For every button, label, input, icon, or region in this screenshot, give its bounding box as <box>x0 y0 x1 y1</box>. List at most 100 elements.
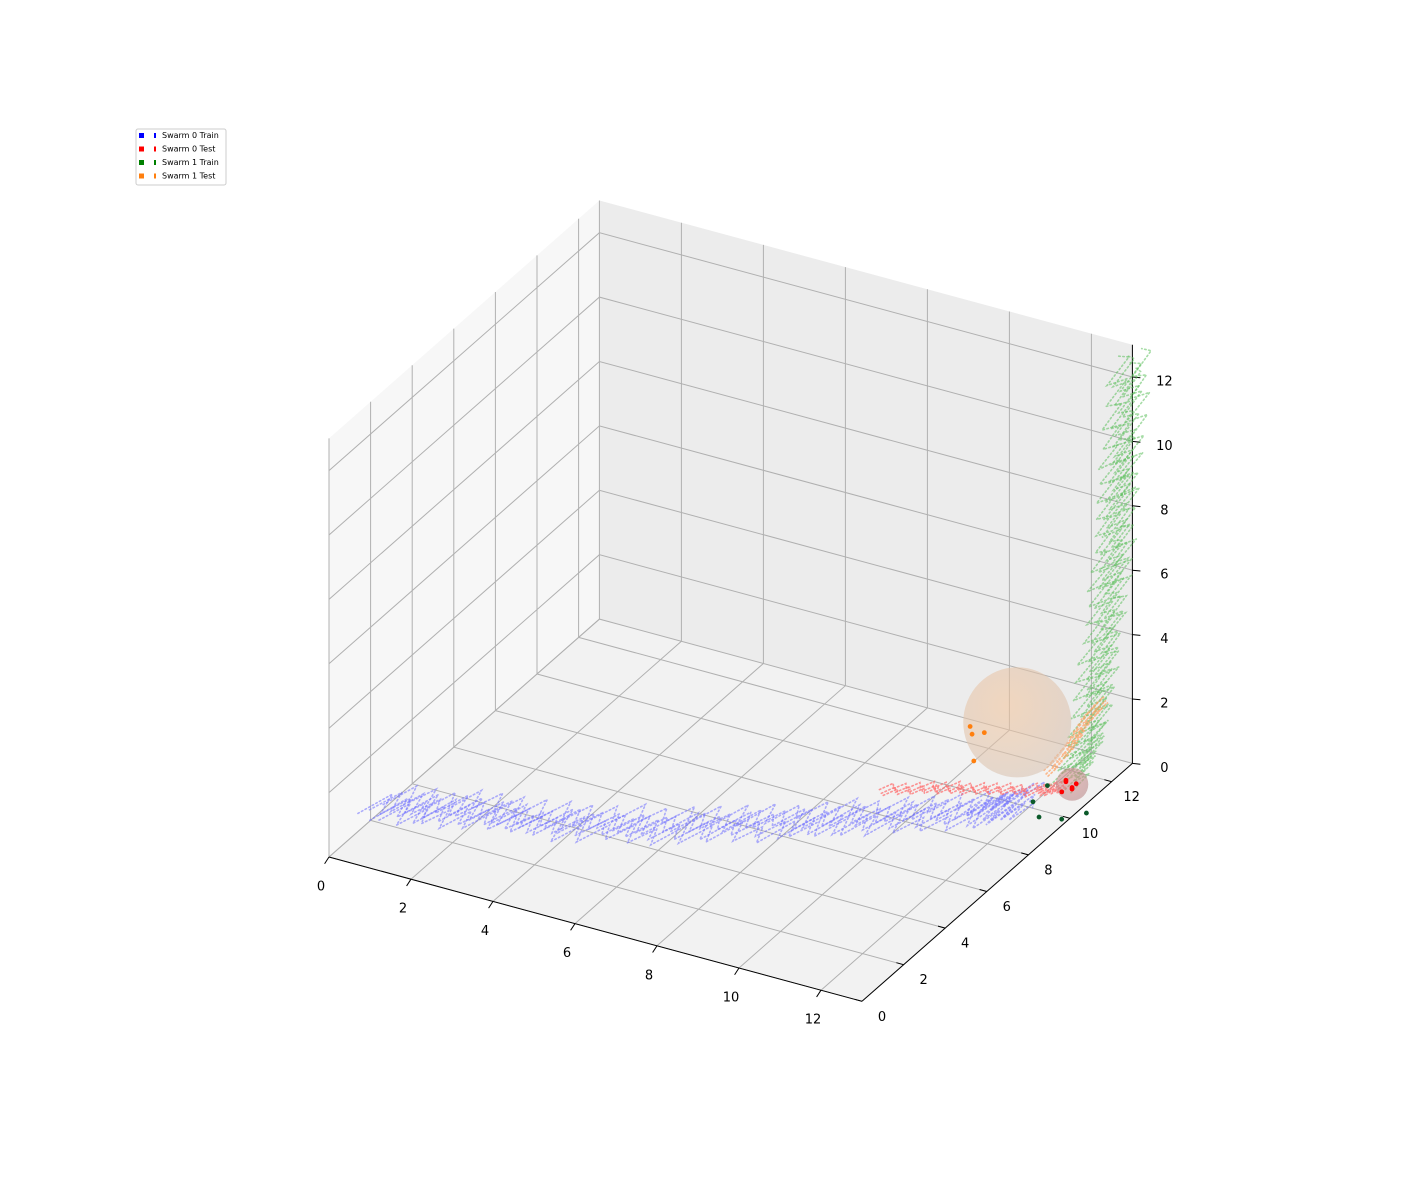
point-swarm-1-train <box>1084 810 1089 816</box>
z-tick-label: 10 <box>1156 439 1173 454</box>
trajectory-swarm-1-train <box>1074 347 1153 778</box>
floor-pane <box>329 619 1133 1002</box>
x-tick-tick <box>816 989 822 998</box>
trajectory-swarm-1-train <box>1049 355 1131 787</box>
trajectory-swarm-0-test <box>878 779 1064 793</box>
x-tick-label: 0 <box>317 880 325 895</box>
sphere <box>1055 767 1089 801</box>
z-tick-label: 0 <box>1160 761 1168 776</box>
z-tick-label: 4 <box>1160 632 1168 647</box>
x-tick-tick <box>488 901 494 909</box>
z-tick-tick <box>1132 440 1141 443</box>
x-axis-line <box>328 856 863 1002</box>
legend-marker <box>139 133 144 138</box>
y-tick-tick <box>1062 815 1071 819</box>
x-tick-label: 6 <box>563 946 571 961</box>
grid-line-z <box>328 232 1133 471</box>
point-swarm-1-train <box>1036 814 1042 820</box>
point-swarm-1-test <box>969 731 975 737</box>
point-swarm-0-test <box>1073 781 1079 787</box>
legend-marker <box>139 160 144 165</box>
y-tick-label: 2 <box>919 973 927 988</box>
point-swarm-1-train <box>1030 799 1036 805</box>
trajectory-swarm-1-train <box>1070 366 1144 794</box>
legend-label: Swarm 1 Test <box>162 172 215 181</box>
trajectory-lines <box>357 347 1153 847</box>
grid-line-y-floor <box>536 673 1071 819</box>
point-swarm-1-test <box>967 724 973 729</box>
legend-label: Swarm 0 Train <box>162 131 219 140</box>
x-tick-label: 2 <box>399 902 407 917</box>
legend-line-marker <box>154 146 156 152</box>
grid-line-x <box>820 333 1092 991</box>
x-tick-label: 8 <box>645 968 653 983</box>
z-tick-label: 8 <box>1160 503 1168 518</box>
data-points <box>967 724 1089 822</box>
x-tick-label: 10 <box>723 991 740 1006</box>
trajectory-swarm-0-test <box>882 785 1067 798</box>
x-tick-tick <box>734 967 740 975</box>
z-tick-label: 2 <box>1160 697 1168 712</box>
z-tick-tick <box>1132 698 1141 701</box>
point-swarm-1-test <box>981 730 987 736</box>
trajectory-swarm-0-train <box>368 793 1036 842</box>
legend-label: Swarm 0 Test <box>162 145 215 154</box>
grid-line-z <box>328 296 1133 536</box>
grid-line-x <box>656 289 928 947</box>
sphere <box>963 667 1072 778</box>
legend-marker <box>139 173 144 179</box>
z-tick-tick <box>1132 569 1141 572</box>
point-swarm-1-train <box>1059 816 1065 822</box>
z-tick-tick <box>1132 505 1141 508</box>
y-tick-tick <box>854 998 863 1002</box>
x-tick-tick <box>570 923 576 931</box>
trajectory-swarm-0-train <box>382 781 1045 829</box>
y-tick-label: 4 <box>961 937 969 952</box>
x-tick-label: 12 <box>805 1013 822 1028</box>
grid-line-x <box>410 222 682 880</box>
axis-tick-labels: 0 2 4 6 8 10 12 0 2 4 6 8 10 12 0 2 4 6 8 10 12 <box>317 375 1173 1028</box>
axis-ticks <box>324 376 1141 1002</box>
legend-frame <box>135 128 227 186</box>
y-tick-tick <box>937 925 946 929</box>
z-tick-tick <box>1132 634 1141 636</box>
y-tick-tick <box>1021 852 1029 856</box>
point-swarm-1-train <box>1045 783 1050 788</box>
grid-line-y-floor <box>453 746 987 892</box>
grid-line-y-floor <box>495 710 1029 856</box>
y-tick-label: 6 <box>1003 900 1011 915</box>
y-axis-line <box>861 763 1133 1002</box>
grid-line-z <box>328 489 1133 729</box>
x-tick-label: 4 <box>481 924 489 939</box>
y-tick-label: 0 <box>878 1010 886 1025</box>
point-swarm-0-test <box>1059 789 1065 795</box>
grid-line-z <box>328 554 1133 793</box>
point-swarm-0-test <box>1063 779 1069 785</box>
point-swarm-0-test <box>1069 786 1075 792</box>
trajectory-swarm-1-test <box>1047 701 1109 777</box>
y-tick-label: 8 <box>1044 863 1052 878</box>
z-tick-tick <box>1132 762 1141 765</box>
grid-line-x <box>574 267 846 924</box>
trajectory-swarm-0-train <box>378 801 1035 847</box>
legend-label: Swarm 1 Train <box>162 158 219 167</box>
z-tick-label: 6 <box>1160 568 1168 583</box>
grid-line-z <box>328 425 1133 665</box>
y-tick-label: 12 <box>1123 790 1140 805</box>
legend-line-marker <box>154 160 156 165</box>
x-tick-tick <box>406 878 412 887</box>
legend-marker <box>139 146 144 152</box>
y-tick-tick <box>896 962 904 966</box>
legend-line-marker <box>154 133 156 138</box>
x-tick-tick <box>324 856 330 864</box>
legend: Swarm 0 Train Swarm 0 Test Swarm 1 Train Sw… <box>135 128 227 186</box>
legend-line-marker <box>154 173 156 179</box>
trajectory-swarm-1-test <box>1045 699 1107 775</box>
grid-line-z <box>328 360 1133 600</box>
y-tick-tick <box>1104 779 1112 783</box>
z-tick-label: 12 <box>1156 375 1173 390</box>
y-tick-label: 10 <box>1082 827 1099 842</box>
x-tick-tick <box>652 945 658 953</box>
grid-line-y-floor <box>370 819 904 966</box>
